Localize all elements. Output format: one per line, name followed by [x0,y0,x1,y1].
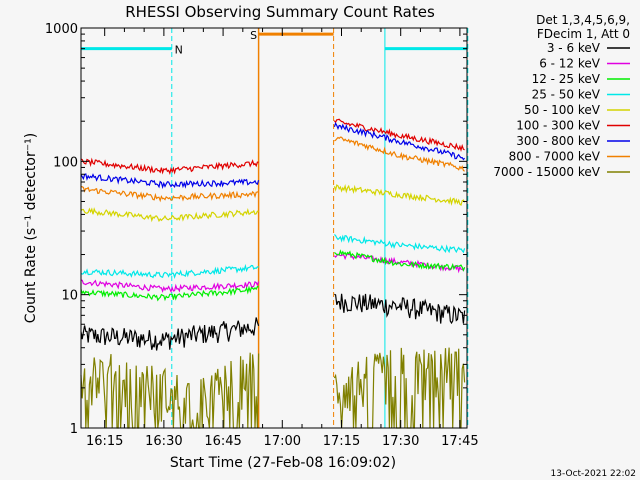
legend-label: 25 - 50 keV [532,88,601,102]
x-tick-label: 17:45 [441,434,478,449]
legend-label: 300 - 800 keV [516,134,600,148]
series-line [333,183,466,206]
x-tick-label: 16:45 [204,434,241,449]
axes: 16:15 16:30 16:45 17:00 17:15 17:30 17:45 1 10 10… [45,22,479,449]
series-line [80,173,260,190]
series-line [80,263,259,280]
series-line [333,121,466,161]
series-line [80,285,259,302]
series-line [334,136,465,172]
x-tick-label: 16:15 [86,434,123,449]
x-tick-label: 16:30 [145,434,182,449]
x-tick-label: 17:15 [323,434,360,449]
series-line [80,185,259,203]
series-line [80,279,260,294]
y-tick-label: 10 [61,289,78,304]
marker-label: S [250,29,257,42]
legend-label: 800 - 7000 keV [509,150,601,164]
series-line [334,249,466,272]
chart-title: RHESSI Observing Summary Count Rates [125,3,435,21]
y-tick-label: 100 [53,155,78,170]
x-axis-label: Start Time (27-Feb-08 16:09:02) [170,455,396,471]
legend: Det 1,3,4,5,6,9, FDecim 1, Att 0 3 - 6 k… [493,13,630,179]
series-line [80,317,260,351]
legend-label: 12 - 25 keV [532,72,601,86]
legend-label: 6 - 12 keV [539,57,601,71]
series-line [80,352,260,429]
series-line [333,234,466,254]
plot-frame [80,27,468,429]
series-line [334,293,466,325]
legend-label: 3 - 6 keV [547,41,601,55]
y-tick-label: 1000 [45,22,78,37]
x-tick-label: 17:00 [264,434,301,449]
legend-label: 7000 - 15000 keV [493,165,600,179]
series-line [333,118,465,152]
plot-area: NS [80,28,469,429]
legend-label: 100 - 300 keV [516,119,600,133]
legend-header-line-1: Det 1,3,4,5,6,9, [536,13,630,27]
legend-header-line-2: FDecim 1, Att 0 [537,27,630,41]
y-tick-label: 1 [70,422,78,437]
y-axis-label: Count Rate (s⁻¹ detector⁻¹) [23,133,39,323]
x-tick-label: 17:30 [382,434,419,449]
series-line [80,207,259,223]
generation-timestamp: 13-Oct-2021 22:02 [551,469,636,479]
marker-label: N [175,44,183,57]
series-line [80,157,259,176]
legend-label: 50 - 100 keV [524,103,601,117]
